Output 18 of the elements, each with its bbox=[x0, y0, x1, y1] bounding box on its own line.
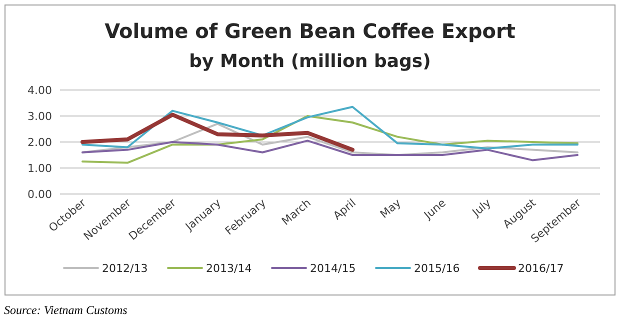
line-series bbox=[82, 115, 578, 164]
chart-title: Volume of Green Bean Coffee Export bbox=[104, 19, 516, 43]
chart-subtitle: by Month (million bags) bbox=[189, 51, 431, 72]
legend-label: 2012/13 bbox=[102, 262, 148, 275]
line-series bbox=[80, 112, 354, 152]
legend-label: 2016/17 bbox=[518, 262, 564, 275]
y-tick-label: 0.00 bbox=[28, 188, 52, 201]
y-tick-label: 1.00 bbox=[28, 162, 52, 175]
line-series bbox=[82, 106, 578, 150]
y-tick-label: 2.00 bbox=[28, 136, 52, 149]
line-series bbox=[82, 140, 578, 162]
legend-label: 2013/14 bbox=[206, 262, 252, 275]
source-note: Source: Vietnam Customs bbox=[4, 303, 128, 317]
y-tick-label: 3.00 bbox=[28, 110, 52, 123]
y-tick-label: 4.00 bbox=[28, 84, 52, 97]
legend-label: 2014/15 bbox=[310, 262, 356, 275]
legend-label: 2015/16 bbox=[414, 262, 460, 275]
x-tick-label: May bbox=[378, 196, 404, 221]
